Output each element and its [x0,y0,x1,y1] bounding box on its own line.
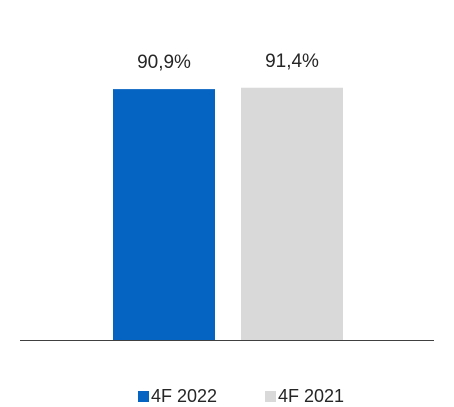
bar [241,87,343,341]
value-label: 90,9% [137,52,191,73]
legend-swatch [265,391,276,402]
value-label: 91,4% [265,51,319,72]
legend-swatch [138,391,149,402]
bar [113,89,215,340]
legend-label: 4F 2022 [151,386,217,406]
legend-label: 4F 2021 [278,386,344,406]
